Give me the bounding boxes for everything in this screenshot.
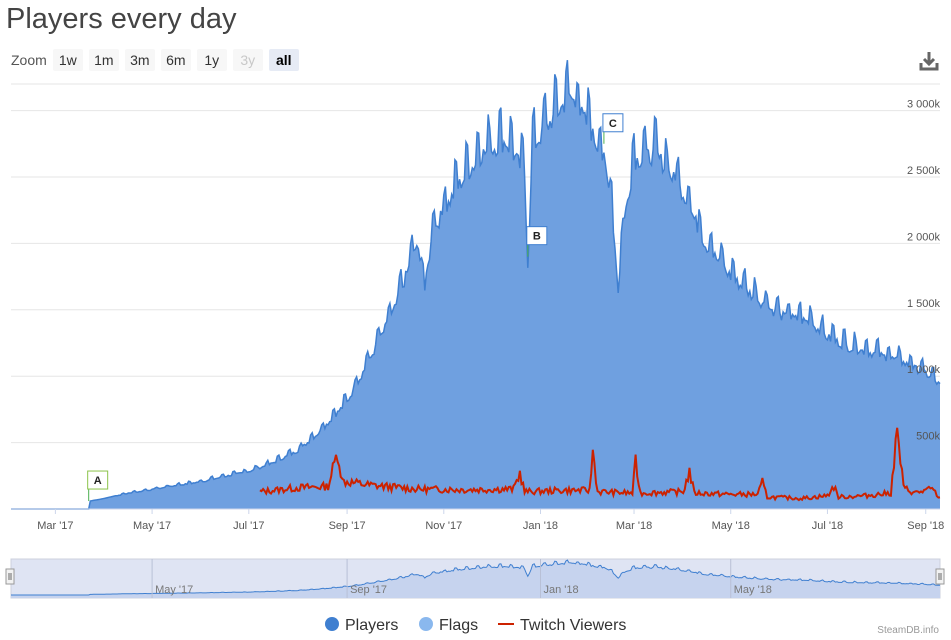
x-tick-label: Nov '17 bbox=[425, 520, 462, 532]
x-tick-label: May '18 bbox=[712, 520, 750, 532]
zoom-6m-button[interactable]: 6m bbox=[160, 49, 191, 71]
navigator-right-handle[interactable] bbox=[935, 568, 945, 585]
y-tick-label: 2 000k bbox=[907, 231, 941, 243]
flag-b[interactable]: B bbox=[526, 226, 548, 257]
navigator-tick-label: May '18 bbox=[734, 584, 772, 596]
legend: Players Flags Twitch Viewers bbox=[325, 617, 626, 634]
x-tick-label: Sep '18 bbox=[907, 520, 944, 532]
x-tick-label: Jul '18 bbox=[812, 520, 843, 532]
navigator-area bbox=[11, 560, 940, 598]
flag-markers[interactable]: A B C bbox=[87, 113, 624, 502]
players-line[interactable] bbox=[11, 60, 941, 510]
page-title: Players every day bbox=[6, 3, 237, 35]
zoom-bar: Zoom 1w 1m 3m 6m 1y 3y all bbox=[11, 48, 305, 72]
legend-item-twitch-viewers[interactable]: Twitch Viewers bbox=[498, 617, 626, 634]
legend-flags-marker bbox=[419, 617, 433, 631]
y-tick-label: 3 000k bbox=[907, 99, 941, 111]
flag-box bbox=[526, 226, 548, 246]
download-icon[interactable] bbox=[918, 50, 940, 72]
credit-text: SteamDB.info bbox=[877, 625, 939, 636]
navigator-left-handle[interactable] bbox=[5, 568, 15, 585]
x-tick-label: Sep '17 bbox=[329, 520, 366, 532]
navigator-tick-label: May '17 bbox=[155, 584, 193, 596]
x-tick-label: Jan '18 bbox=[523, 520, 558, 532]
navigator[interactable]: May '17 Sep '17 Jan '18 May '18 bbox=[5, 558, 945, 599]
legend-players-label: Players bbox=[345, 617, 398, 634]
y-tick-label: 500k bbox=[916, 431, 940, 443]
y-axis-ticks: 500k 1 000k 1 500k 2 000k 2 500k 3 000k bbox=[907, 99, 941, 443]
y-tick-label: 1 000k bbox=[907, 364, 941, 376]
x-tick-label: Mar '18 bbox=[616, 520, 652, 532]
download-icon-glyph bbox=[919, 52, 939, 71]
zoom-1w-button[interactable]: 1w bbox=[52, 49, 83, 71]
x-axis-ticks: Mar '17 May '17 Jul '17 Sep '17 Nov '17 Jan '… bbox=[37, 509, 944, 532]
navigator-ticks: May '17 Sep '17 Jan '18 May '18 bbox=[151, 559, 772, 598]
legend-twitch-label: Twitch Viewers bbox=[520, 617, 626, 634]
flag-label: A bbox=[94, 475, 102, 487]
x-tick-label: Jul '17 bbox=[233, 520, 264, 532]
flag-box bbox=[87, 470, 109, 490]
navigator-tick-label: Jan '18 bbox=[543, 584, 578, 596]
zoom-3y-button[interactable]: 3y bbox=[232, 49, 263, 71]
flag-box bbox=[602, 113, 624, 133]
flag-label: C bbox=[609, 118, 617, 130]
y-tick-label: 2 500k bbox=[907, 165, 941, 177]
y-tick-label: 1 500k bbox=[907, 298, 941, 310]
players-area[interactable] bbox=[11, 60, 940, 509]
flag-c[interactable]: C bbox=[602, 113, 624, 144]
x-tick-label: May '17 bbox=[133, 520, 171, 532]
twitch-viewers-line[interactable] bbox=[259, 427, 941, 502]
flag-label: B bbox=[533, 231, 541, 243]
zoom-all-button[interactable]: all bbox=[268, 49, 299, 71]
navigator-line bbox=[11, 559, 941, 596]
legend-item-players[interactable]: Players bbox=[325, 617, 398, 634]
flag-a[interactable]: A bbox=[87, 470, 109, 502]
zoom-1y-button[interactable]: 1y bbox=[196, 49, 227, 71]
navigator-tick-label: Sep '17 bbox=[350, 584, 387, 596]
x-tick-label: Mar '17 bbox=[37, 520, 73, 532]
legend-players-marker bbox=[325, 617, 339, 631]
zoom-1m-button[interactable]: 1m bbox=[88, 49, 119, 71]
legend-item-flags[interactable]: Flags bbox=[419, 617, 478, 634]
zoom-label: Zoom bbox=[11, 52, 47, 68]
legend-flags-label: Flags bbox=[439, 617, 478, 634]
zoom-3m-button[interactable]: 3m bbox=[124, 49, 155, 71]
